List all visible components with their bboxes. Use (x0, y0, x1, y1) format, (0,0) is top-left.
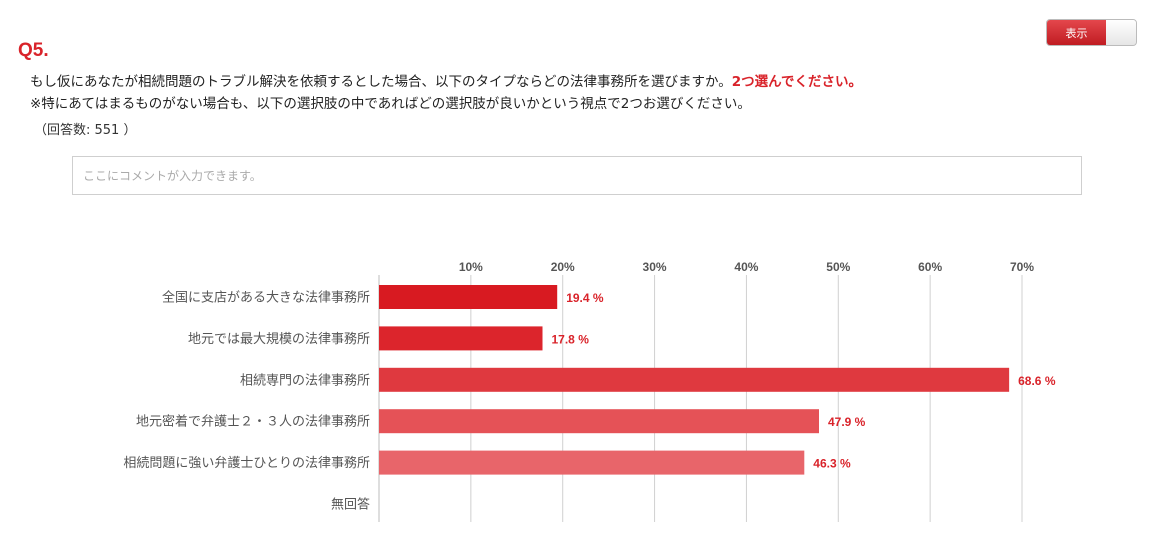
value-label: 68.6 % (1018, 374, 1056, 388)
question-line-1-main: もし仮にあなたが相続問題のトラブル解決を依頼するとした場合、以下のタイプならどの… (30, 74, 732, 90)
category-label: 相続問題に強い弁護士ひとりの法律事務所 (123, 455, 370, 471)
x-tick-label-50: 50% (826, 260, 850, 274)
value-label: 46.3 % (813, 457, 851, 471)
bar (379, 285, 558, 309)
question-number: Q5. (18, 40, 49, 61)
question-text: もし仮にあなたが相続問題のトラブル解決を依頼するとした場合、以下のタイプならどの… (30, 71, 862, 115)
x-tick-label-60: 60% (918, 260, 942, 274)
value-label: 17.8 % (552, 332, 590, 346)
category-label: 地元では最大規模の法律事務所 (188, 332, 370, 347)
toggle-knob-icon (1106, 20, 1136, 45)
category-label: 全国に支店がある大きな法律事務所 (162, 290, 370, 306)
question-emphasis: 2つ選んでください。 (731, 74, 862, 90)
value-label: 19.4 % (566, 291, 604, 305)
x-tick-label-10: 10% (459, 260, 483, 274)
category-label: 地元密着で弁護士２・３人の法律事務所 (136, 414, 370, 430)
value-label: 47.9 % (828, 415, 866, 429)
bar-chart: 10% 20% 30% 40% 50% 60% 70% 全国に支店がある大きな法律事務所 19.… (123, 260, 1056, 522)
question-line-2: ※特にあてはまるものがない場合も、以下の選択肢の中であればどの選択肢が良いかとい… (30, 96, 751, 112)
x-tick-label-70: 70% (1010, 260, 1034, 274)
x-tick-label-30: 30% (643, 260, 667, 274)
bar (379, 409, 819, 434)
display-toggle[interactable]: 表示 (1046, 19, 1137, 46)
bar (379, 326, 543, 351)
question-line-1: もし仮にあなたが相続問題のトラブル解決を依頼するとした場合、以下のタイプならどの… (30, 71, 862, 93)
response-count: （回答数: 551 ） (34, 123, 137, 138)
display-toggle-label: 表示 (1047, 20, 1107, 45)
category-label: 無回答 (331, 497, 370, 513)
x-tick-label-40: 40% (734, 260, 758, 274)
comment-input[interactable] (72, 156, 1082, 195)
bar (379, 367, 1010, 392)
category-label: 相続専門の法律事務所 (240, 373, 370, 388)
bar (379, 450, 805, 475)
x-tick-label-20: 20% (551, 260, 575, 274)
